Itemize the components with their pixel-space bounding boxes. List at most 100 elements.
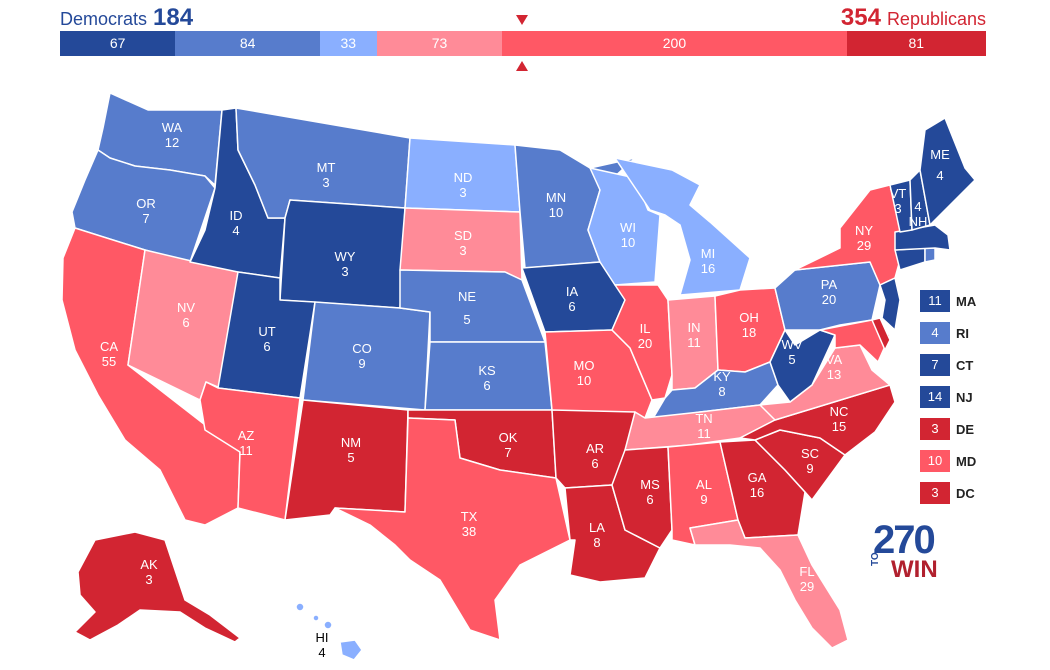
electoral-vote-bar: 67 84 33 73 200 81 — [60, 31, 986, 56]
hi-island-3 — [323, 620, 333, 630]
label-me: ME 4 — [930, 147, 950, 183]
label-id: ID 4 — [230, 208, 243, 238]
label-ny: NY 29 — [855, 223, 873, 253]
legend-state-name: DE — [956, 421, 975, 437]
label-ne: NE 5 — [458, 289, 476, 327]
label-ky: KY 8 — [713, 369, 731, 399]
legend-ev-box: 3 — [920, 482, 950, 504]
270towin-logo: 270 TO WIN — [870, 518, 943, 583]
bar-segment: 73 — [376, 31, 503, 56]
state-co[interactable] — [302, 301, 431, 411]
state-hi[interactable] — [339, 639, 363, 661]
label-ak: AK 3 — [140, 557, 158, 587]
legend-row-md[interactable]: 10 MD — [920, 449, 976, 473]
label-sd: SD 3 — [454, 228, 472, 258]
label-co: CO 9 — [352, 341, 372, 371]
state-az[interactable] — [199, 381, 301, 521]
legend-ev-box: 11 — [920, 290, 950, 312]
state-ct[interactable] — [894, 247, 926, 271]
label-vt: VT 3 — [890, 186, 907, 216]
legend-ev-box: 7 — [920, 354, 950, 376]
label-in: IN 11 — [687, 320, 701, 350]
logo-number: 270 — [873, 518, 936, 562]
legend-state-name: MA — [956, 293, 977, 309]
logo-win: WIN — [891, 556, 938, 583]
midpoint-marker-bottom — [516, 61, 528, 71]
label-pa: PA 20 — [821, 277, 838, 307]
label-ia: IA 6 — [566, 284, 579, 314]
legend-row-dc[interactable]: 3 DC — [920, 481, 975, 505]
legend-state-name: RI — [956, 325, 969, 341]
label-hi: HI 4 — [316, 630, 329, 660]
legend-ev-box: 3 — [920, 418, 950, 440]
label-wa: WA 12 — [162, 120, 183, 150]
label-al: AL 9 — [696, 477, 712, 507]
label-ca: CA 55 — [100, 339, 118, 369]
legend-ev-box: 14 — [920, 386, 950, 408]
bar-segment: 67 — [60, 31, 176, 56]
state-tx[interactable] — [334, 417, 571, 641]
legend-row-ct[interactable]: 7 CT — [920, 353, 973, 377]
label-va: VA 13 — [826, 352, 843, 382]
democrats-header: Democrats 184 — [60, 4, 193, 32]
label-nv: NV 6 — [177, 300, 195, 330]
bar-segment: 84 — [175, 31, 320, 56]
republicans-total: 354 — [840, 4, 881, 31]
label-tn: TN 11 — [695, 411, 712, 441]
republicans-header: 354 Republicans — [841, 4, 986, 32]
label-fl: FL 29 — [799, 564, 814, 594]
state-fl[interactable] — [689, 519, 849, 649]
state-nj[interactable] — [879, 277, 901, 331]
legend-row-nj[interactable]: 14 NJ — [920, 385, 973, 409]
bar-segment: 33 — [319, 31, 377, 56]
legend-row-ma[interactable]: 11 MA — [920, 289, 976, 313]
state-ak[interactable] — [74, 531, 241, 643]
midpoint-marker-top — [516, 15, 528, 25]
legend-state-name: NJ — [956, 389, 973, 405]
label-oh: OH 18 — [739, 310, 759, 340]
democrats-total: 184 — [153, 4, 194, 31]
republicans-label: Republicans — [886, 9, 986, 29]
legend-state-name: CT — [956, 357, 974, 373]
label-wy: WY 3 — [335, 249, 356, 279]
label-sc: SC 9 — [801, 446, 819, 476]
state-ca[interactable] — [61, 227, 241, 526]
label-nm: NM 5 — [341, 435, 361, 465]
label-ar: AR 6 — [586, 441, 604, 471]
hi-island-2 — [312, 614, 320, 622]
legend-state-name: DC — [956, 485, 975, 501]
label-mt: MT 3 — [317, 160, 336, 190]
label-la: LA 8 — [589, 520, 605, 550]
label-nd: ND 3 — [454, 170, 473, 200]
label-az: AZ 11 — [238, 428, 255, 458]
legend-ev-box: 10 — [920, 450, 950, 472]
label-mn: MN 10 — [546, 190, 566, 220]
legend-row-ri[interactable]: 4 RI — [920, 321, 969, 345]
logo-to: TO — [870, 552, 881, 566]
bar-segment: 81 — [846, 31, 986, 56]
hi-island-1 — [295, 602, 305, 612]
label-tx: TX 38 — [461, 509, 478, 539]
state-de[interactable] — [871, 317, 891, 351]
legend-ev-box: 4 — [920, 322, 950, 344]
label-il: IL 20 — [638, 321, 652, 351]
bar-segment: 200 — [502, 31, 847, 56]
label-or: OR 7 — [136, 196, 156, 226]
label-ms: MS 6 — [640, 477, 660, 507]
label-mi: MI 16 — [701, 246, 715, 276]
democrats-label: Democrats — [60, 9, 148, 29]
legend-row-de[interactable]: 3 DE — [920, 417, 974, 441]
label-ks: KS 6 — [478, 363, 496, 393]
label-ga: GA 16 — [748, 470, 767, 500]
label-wv: WV 5 — [782, 337, 803, 367]
legend-state-name: MD — [956, 453, 977, 469]
state-ri[interactable] — [924, 247, 936, 263]
label-ok: OK 7 — [499, 430, 518, 460]
label-nc: NC 15 — [830, 404, 849, 434]
label-ut: UT 6 — [258, 324, 275, 354]
label-mo: MO 10 — [574, 358, 595, 388]
state-me[interactable] — [919, 117, 976, 226]
label-wi: WI 10 — [620, 220, 636, 250]
state-il[interactable] — [611, 284, 673, 401]
